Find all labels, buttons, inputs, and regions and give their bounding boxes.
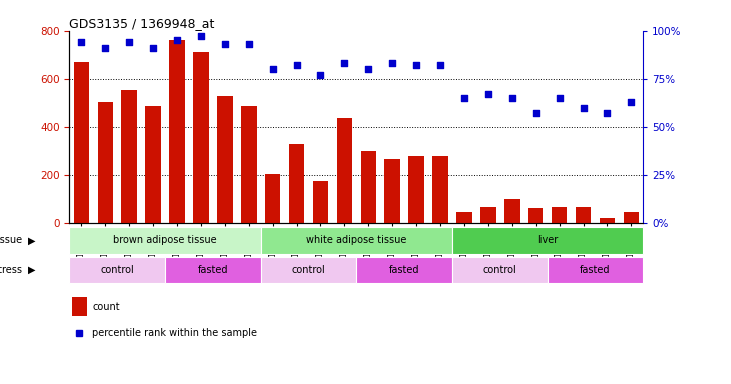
Point xyxy=(314,72,326,78)
Text: control: control xyxy=(100,265,135,275)
Point xyxy=(195,33,207,40)
Bar xyxy=(432,156,448,223)
Text: tissue: tissue xyxy=(0,235,23,245)
Bar xyxy=(193,52,209,223)
Text: fasted: fasted xyxy=(580,265,610,275)
Bar xyxy=(624,212,639,223)
Bar xyxy=(528,208,543,223)
Point xyxy=(338,60,350,66)
Point xyxy=(458,95,470,101)
Bar xyxy=(74,62,89,223)
Bar xyxy=(69,227,261,254)
Text: stress: stress xyxy=(0,265,23,275)
Bar xyxy=(552,207,567,223)
Text: percentile rank within the sample: percentile rank within the sample xyxy=(92,328,257,338)
Point xyxy=(363,66,374,72)
Bar xyxy=(360,151,376,223)
Bar xyxy=(217,96,232,223)
Text: control: control xyxy=(483,265,517,275)
Text: count: count xyxy=(92,301,120,311)
Point xyxy=(124,39,135,45)
Point xyxy=(482,91,493,97)
Bar xyxy=(409,156,424,223)
Text: ▶: ▶ xyxy=(29,235,36,245)
Text: brown adipose tissue: brown adipose tissue xyxy=(113,235,217,245)
Text: GDS3135 / 1369948_at: GDS3135 / 1369948_at xyxy=(69,17,215,30)
Bar xyxy=(97,101,113,223)
Text: ▶: ▶ xyxy=(29,265,36,275)
Text: white adipose tissue: white adipose tissue xyxy=(306,235,406,245)
Point xyxy=(267,66,279,72)
Bar xyxy=(456,212,471,223)
Bar xyxy=(337,118,352,223)
Point xyxy=(75,39,87,45)
Bar xyxy=(504,199,520,223)
Bar xyxy=(548,257,643,283)
Point xyxy=(554,95,566,101)
Bar xyxy=(599,218,616,223)
Bar xyxy=(576,207,591,223)
Bar xyxy=(265,174,281,223)
Point xyxy=(626,99,637,105)
Bar xyxy=(452,227,643,254)
Text: liver: liver xyxy=(537,235,558,245)
Point xyxy=(602,110,613,116)
Bar xyxy=(241,106,257,223)
Bar xyxy=(121,89,137,223)
Point xyxy=(171,37,183,43)
Point xyxy=(434,62,446,68)
Bar xyxy=(165,257,261,283)
Text: control: control xyxy=(292,265,325,275)
Text: fasted: fasted xyxy=(197,265,228,275)
Bar xyxy=(289,144,304,223)
Point xyxy=(530,110,542,116)
Bar xyxy=(385,159,400,223)
Bar xyxy=(261,227,452,254)
Point xyxy=(410,62,422,68)
Point xyxy=(99,45,111,51)
Point xyxy=(243,41,254,47)
Bar xyxy=(69,257,165,283)
Bar xyxy=(452,257,548,283)
Point xyxy=(291,62,303,68)
Bar xyxy=(72,297,87,316)
Bar xyxy=(170,40,185,223)
Bar xyxy=(480,207,496,223)
Text: fasted: fasted xyxy=(389,265,420,275)
Point xyxy=(506,95,518,101)
Bar xyxy=(145,106,161,223)
Bar xyxy=(261,257,357,283)
Point xyxy=(577,104,589,111)
Point xyxy=(387,60,398,66)
Bar xyxy=(313,181,328,223)
Point xyxy=(147,45,159,51)
Bar xyxy=(356,257,452,283)
Point xyxy=(219,41,231,47)
